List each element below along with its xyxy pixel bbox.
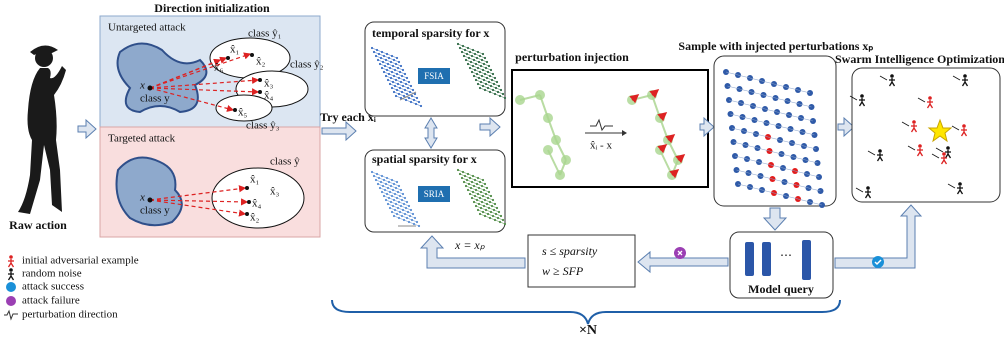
joint [551,135,561,145]
point-label: x̂₂ [250,212,260,224]
shape [245,212,249,216]
point-label: x̂₁ [230,44,240,56]
joint [561,155,571,165]
module-title: spatial sparsity for x [372,152,477,166]
raw-action-label: Raw action [9,218,67,232]
constraint: s ≤ sparsity [542,244,598,258]
legend-label: perturbation direction [22,309,118,321]
failure-icon [6,296,16,306]
repeat-label: ×N [579,323,597,338]
figure-head [912,120,916,124]
shape [762,242,771,276]
point-label: x̂₂ [256,56,266,68]
class-label: class ŷ₂ [290,59,324,71]
figure-body [8,272,14,280]
figure-head [962,124,966,128]
class-label: class ŷ₁ [248,28,282,40]
shape [745,242,754,276]
update-label: x = xₚ [454,238,486,252]
section-title: Direction initialization [154,1,270,15]
figure-head [890,74,894,78]
legend [4,255,18,319]
joint [535,90,545,100]
swarm-box [852,68,1000,202]
legend-label: attack success [22,281,84,293]
section-title: Swarm Intelligence Optimization [835,52,1004,66]
joint [555,170,565,180]
figure: Raw action Direction initialization Unta… [0,0,1004,339]
module-title: temporal sparsity for x [372,26,489,40]
figure-head [942,152,946,156]
shape [233,108,237,112]
shape [148,198,153,203]
model-label: Model query [748,282,814,296]
joint [543,113,553,123]
shape [247,200,251,204]
section-title: Sample with injected perturbations xₚ [678,39,873,53]
ellipsis: ⋯ [780,248,792,262]
class-label: class ŷ₃ [246,120,280,132]
figure-head [878,149,882,153]
shape [802,240,811,280]
sample-box [714,56,836,206]
figure-head [860,94,864,98]
module-name: SRIA [424,189,445,199]
brace [332,300,840,324]
shape [245,186,249,190]
figure-head [9,255,13,259]
legend-label: random noise [22,268,82,280]
class-label: class ŷ [270,156,300,168]
figure-head [946,146,950,150]
class-label: class y [140,205,170,217]
figure-head [928,96,932,100]
point-label: x̂₁ [250,174,260,186]
injection-box [512,70,708,187]
figure-head [963,74,967,78]
joint [515,95,525,105]
shape [148,86,153,91]
arrow [322,122,356,140]
point-label: x̂₄ [264,90,274,102]
panel-title: Targeted attack [108,133,176,145]
raw-action-figure [18,45,66,214]
injection-label: x̂ᵢ - x [590,140,612,152]
wave-icon [4,311,18,319]
point-label: x [139,80,145,92]
shape [226,56,230,60]
figure-body [8,259,14,267]
constraint: w ≥ SFP [542,264,584,278]
section-title: perturbation injection [515,50,629,64]
arrow [78,120,96,138]
figure-head [9,268,13,272]
point-label: x̂₃ [270,186,280,198]
point-label: x̂₄ [252,198,262,210]
figure-head [866,186,870,190]
shape [258,78,262,82]
point-label: x̂₆ [214,62,224,74]
shape [258,90,262,94]
class-label: class y [140,93,170,105]
point-label: x̂₅ [238,107,248,119]
arrow [764,208,786,230]
figure-head [958,182,962,186]
success-icon [6,282,16,292]
module-name: FSIA [424,71,444,81]
legend-label: initial adversarial example [22,255,139,267]
figure-head [918,144,922,148]
arrow [425,118,437,148]
joint [543,145,553,155]
panel-title: Untargeted attack [108,22,186,34]
shape [250,53,254,57]
point-label: x̂₃ [264,78,274,90]
legend-label: attack failure [22,295,80,307]
shape [18,66,66,214]
point-label: x [139,192,145,204]
arrow [480,118,500,136]
